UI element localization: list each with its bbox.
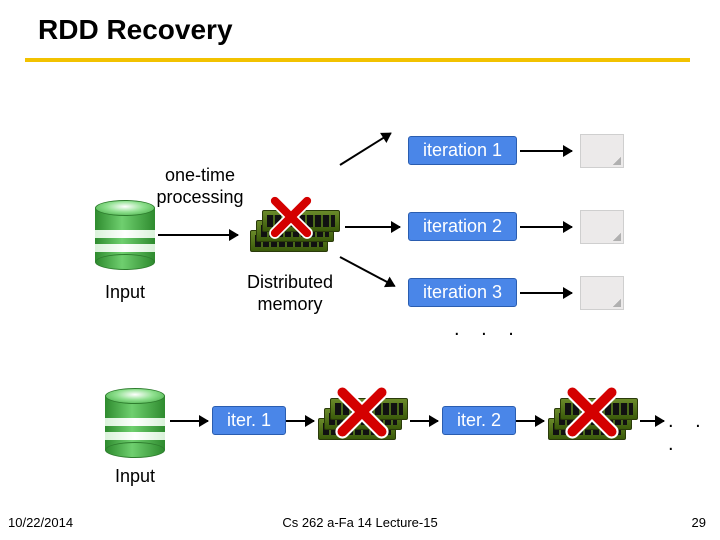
title-text: RDD Recovery	[38, 14, 233, 45]
distributed-memory-label: Distributed memory	[220, 272, 360, 315]
iteration-1-badge: iteration 1	[408, 136, 517, 165]
arrow-to-iter1	[339, 132, 391, 165]
iter2-short-badge: iter. 2	[442, 406, 516, 435]
database-icon-bottom	[105, 388, 165, 458]
database-icon-top	[95, 200, 155, 270]
arrow-iter1-res	[520, 150, 572, 152]
footer-page-number: 29	[692, 515, 706, 530]
title-underline	[25, 58, 690, 62]
failure-x-icon-b2	[564, 384, 620, 440]
arrow-b-iter2-ram	[516, 420, 544, 422]
failure-x-icon-b1	[334, 384, 390, 440]
ellipsis-right: . . .	[668, 410, 720, 456]
iteration-3-badge: iteration 3	[408, 278, 517, 307]
arrow-b-out	[640, 420, 664, 422]
input-label-bottom: Input	[102, 466, 168, 488]
arrow-db-to-ram	[158, 234, 238, 236]
arrow-b-iter1-ram	[286, 420, 314, 422]
result-box-1	[580, 134, 624, 168]
footer-center: Cs 262 a-Fa 14 Lecture-15	[0, 515, 720, 530]
result-box-2	[580, 210, 624, 244]
slide-title: RDD Recovery	[38, 14, 233, 46]
failure-x-icon	[268, 194, 314, 240]
arrow-b-ram-iter2	[410, 420, 438, 422]
iter1-short-badge: iter. 1	[212, 406, 286, 435]
arrow-to-iter2	[345, 226, 400, 228]
arrow-b-db-iter1	[170, 420, 208, 422]
one-time-processing-label: one-time processing	[145, 165, 255, 208]
iteration-2-badge: iteration 2	[408, 212, 517, 241]
arrow-iter2-res	[520, 226, 572, 228]
ellipsis-top: . . .	[454, 318, 522, 341]
arrow-iter3-res	[520, 292, 572, 294]
input-label-top: Input	[95, 282, 155, 304]
result-box-3	[580, 276, 624, 310]
